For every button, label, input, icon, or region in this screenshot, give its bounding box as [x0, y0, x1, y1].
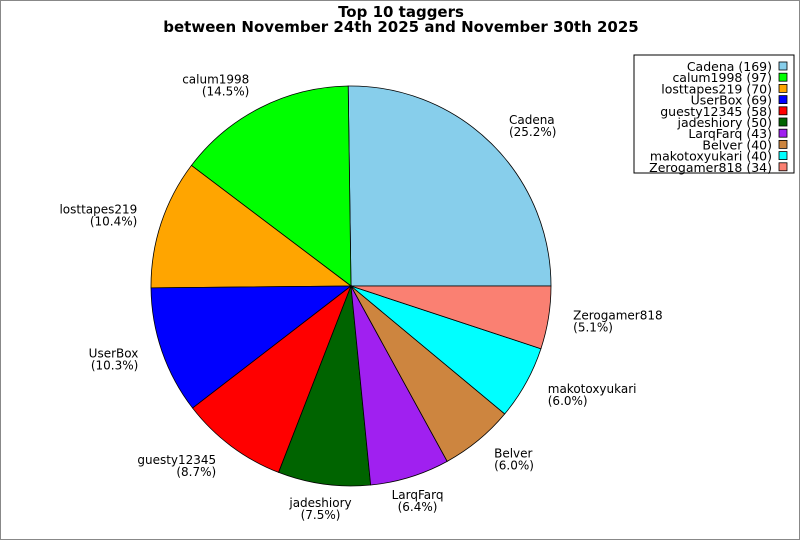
pie-slice-Zerogamer818: [350, 285, 552, 350]
chart-subtitle: between November 24th 2025 and November …: [163, 18, 639, 36]
legend: Cadena (169)calum1998 (97)losttapes219 (…: [633, 54, 795, 175]
slice-percent: (7.5%): [301, 508, 341, 522]
legend-swatch: [778, 139, 788, 149]
slice-percent: (6.4%): [398, 500, 438, 514]
legend-swatch: [778, 106, 788, 116]
legend-entry: makotoxyukari (40): [650, 149, 772, 164]
slice-label: makotoxyukari: [548, 382, 637, 396]
slice-label: Cadena: [509, 113, 555, 127]
legend-entry: losttapes219 (70): [661, 81, 772, 96]
legend-entry: UserBox (69): [691, 93, 772, 108]
legend-swatch: [778, 95, 788, 104]
legend-entry: guesty12345 (58): [660, 104, 772, 119]
pie-slice-Cadena: [347, 85, 552, 287]
slice-percent: (14.5%): [202, 84, 249, 98]
pie-slice-guesty12345: [192, 284, 352, 473]
legend-swatch: [778, 151, 788, 161]
slice-percent: (10.4%): [90, 214, 137, 228]
slice-label: jadeshiory: [288, 496, 351, 510]
legend-entry: calum1998 (97): [672, 70, 772, 85]
slice-percent: (5.1%): [573, 321, 613, 335]
slice-percent: (6.0%): [548, 394, 588, 408]
legend-swatch: [778, 117, 788, 127]
slice-label: LarqFarq: [392, 488, 444, 502]
legend-box: [633, 54, 795, 174]
pie-slice-UserBox: [150, 285, 353, 409]
legend-entry: jadeshiory (50): [677, 115, 772, 130]
pie-slice-losttapes219: [150, 164, 353, 289]
slice-percent: (10.3%): [91, 359, 138, 373]
slice-percent: (8.7%): [176, 465, 216, 479]
legend-entry: Belver (40): [702, 137, 772, 152]
legend-entry: Zerogamer818 (34): [649, 160, 772, 175]
legend-entry: Cadena (169): [687, 59, 772, 74]
pie-slice-calum1998: [190, 85, 352, 287]
legend-entry: LarqFarq (43): [688, 126, 772, 141]
slice-label: losttapes219: [59, 202, 137, 216]
slice-label: Zerogamer818: [573, 309, 663, 323]
legend-swatch: [778, 61, 788, 71]
slice-label: UserBox: [89, 347, 139, 361]
slice-percent: (6.0%): [494, 459, 534, 473]
slice-percent: (25.2%): [509, 125, 556, 139]
legend-swatch: [778, 84, 788, 93]
slice-label: guesty12345: [137, 453, 216, 467]
slice-label: calum1998: [182, 72, 249, 86]
slice-label: Belver: [494, 447, 532, 461]
legend-swatch: [778, 162, 788, 172]
chart-title: Top 10 taggers: [338, 3, 464, 21]
legend-swatch: [778, 72, 788, 82]
legend-swatch: [778, 128, 788, 138]
